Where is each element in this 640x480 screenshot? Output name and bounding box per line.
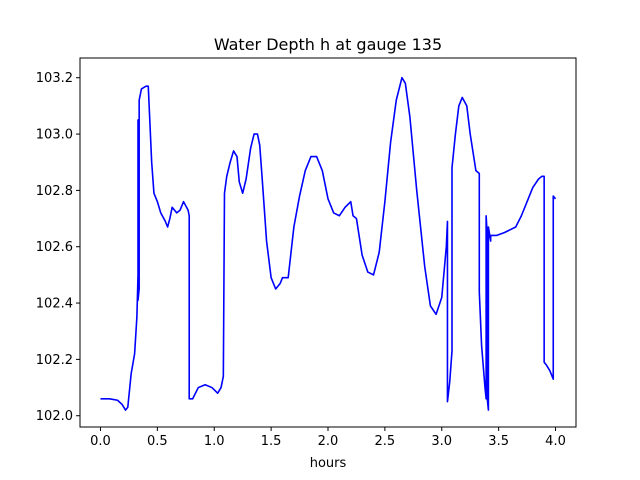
y-tick-label: 102.0 bbox=[36, 409, 73, 424]
y-tick-label: 102.8 bbox=[36, 184, 73, 199]
series-line-0 bbox=[100, 76, 557, 411]
x-axis-label: hours bbox=[310, 456, 347, 471]
x-tick-label: 0.5 bbox=[147, 434, 168, 449]
x-tick-label: 4.0 bbox=[545, 434, 566, 449]
y-axis: 102.0 102.2 102.4 102.6 102.8 103.0 103.2 bbox=[36, 71, 80, 424]
x-axis: 0.0 0.5 1.0 1.5 2.0 2.5 3.0 3.5 4.0 bbox=[90, 427, 566, 449]
x-tick-label: 1.5 bbox=[261, 434, 282, 449]
x-tick-label: 3.5 bbox=[488, 434, 509, 449]
x-tick-label: 2.0 bbox=[318, 434, 339, 449]
x-tick-label: 2.5 bbox=[375, 434, 396, 449]
x-tick-label: 0.0 bbox=[90, 434, 111, 449]
y-tick-label: 103.0 bbox=[36, 128, 73, 143]
chart-title: Water Depth h at gauge 135 bbox=[214, 35, 442, 54]
y-tick-label: 102.2 bbox=[36, 353, 73, 368]
y-tick-label: 102.6 bbox=[36, 240, 73, 255]
y-tick-label: 103.2 bbox=[36, 71, 73, 86]
x-tick-label: 3.0 bbox=[431, 434, 452, 449]
x-tick-label: 1.0 bbox=[204, 434, 225, 449]
y-tick-label: 102.4 bbox=[36, 297, 73, 312]
plot-area bbox=[100, 76, 557, 411]
